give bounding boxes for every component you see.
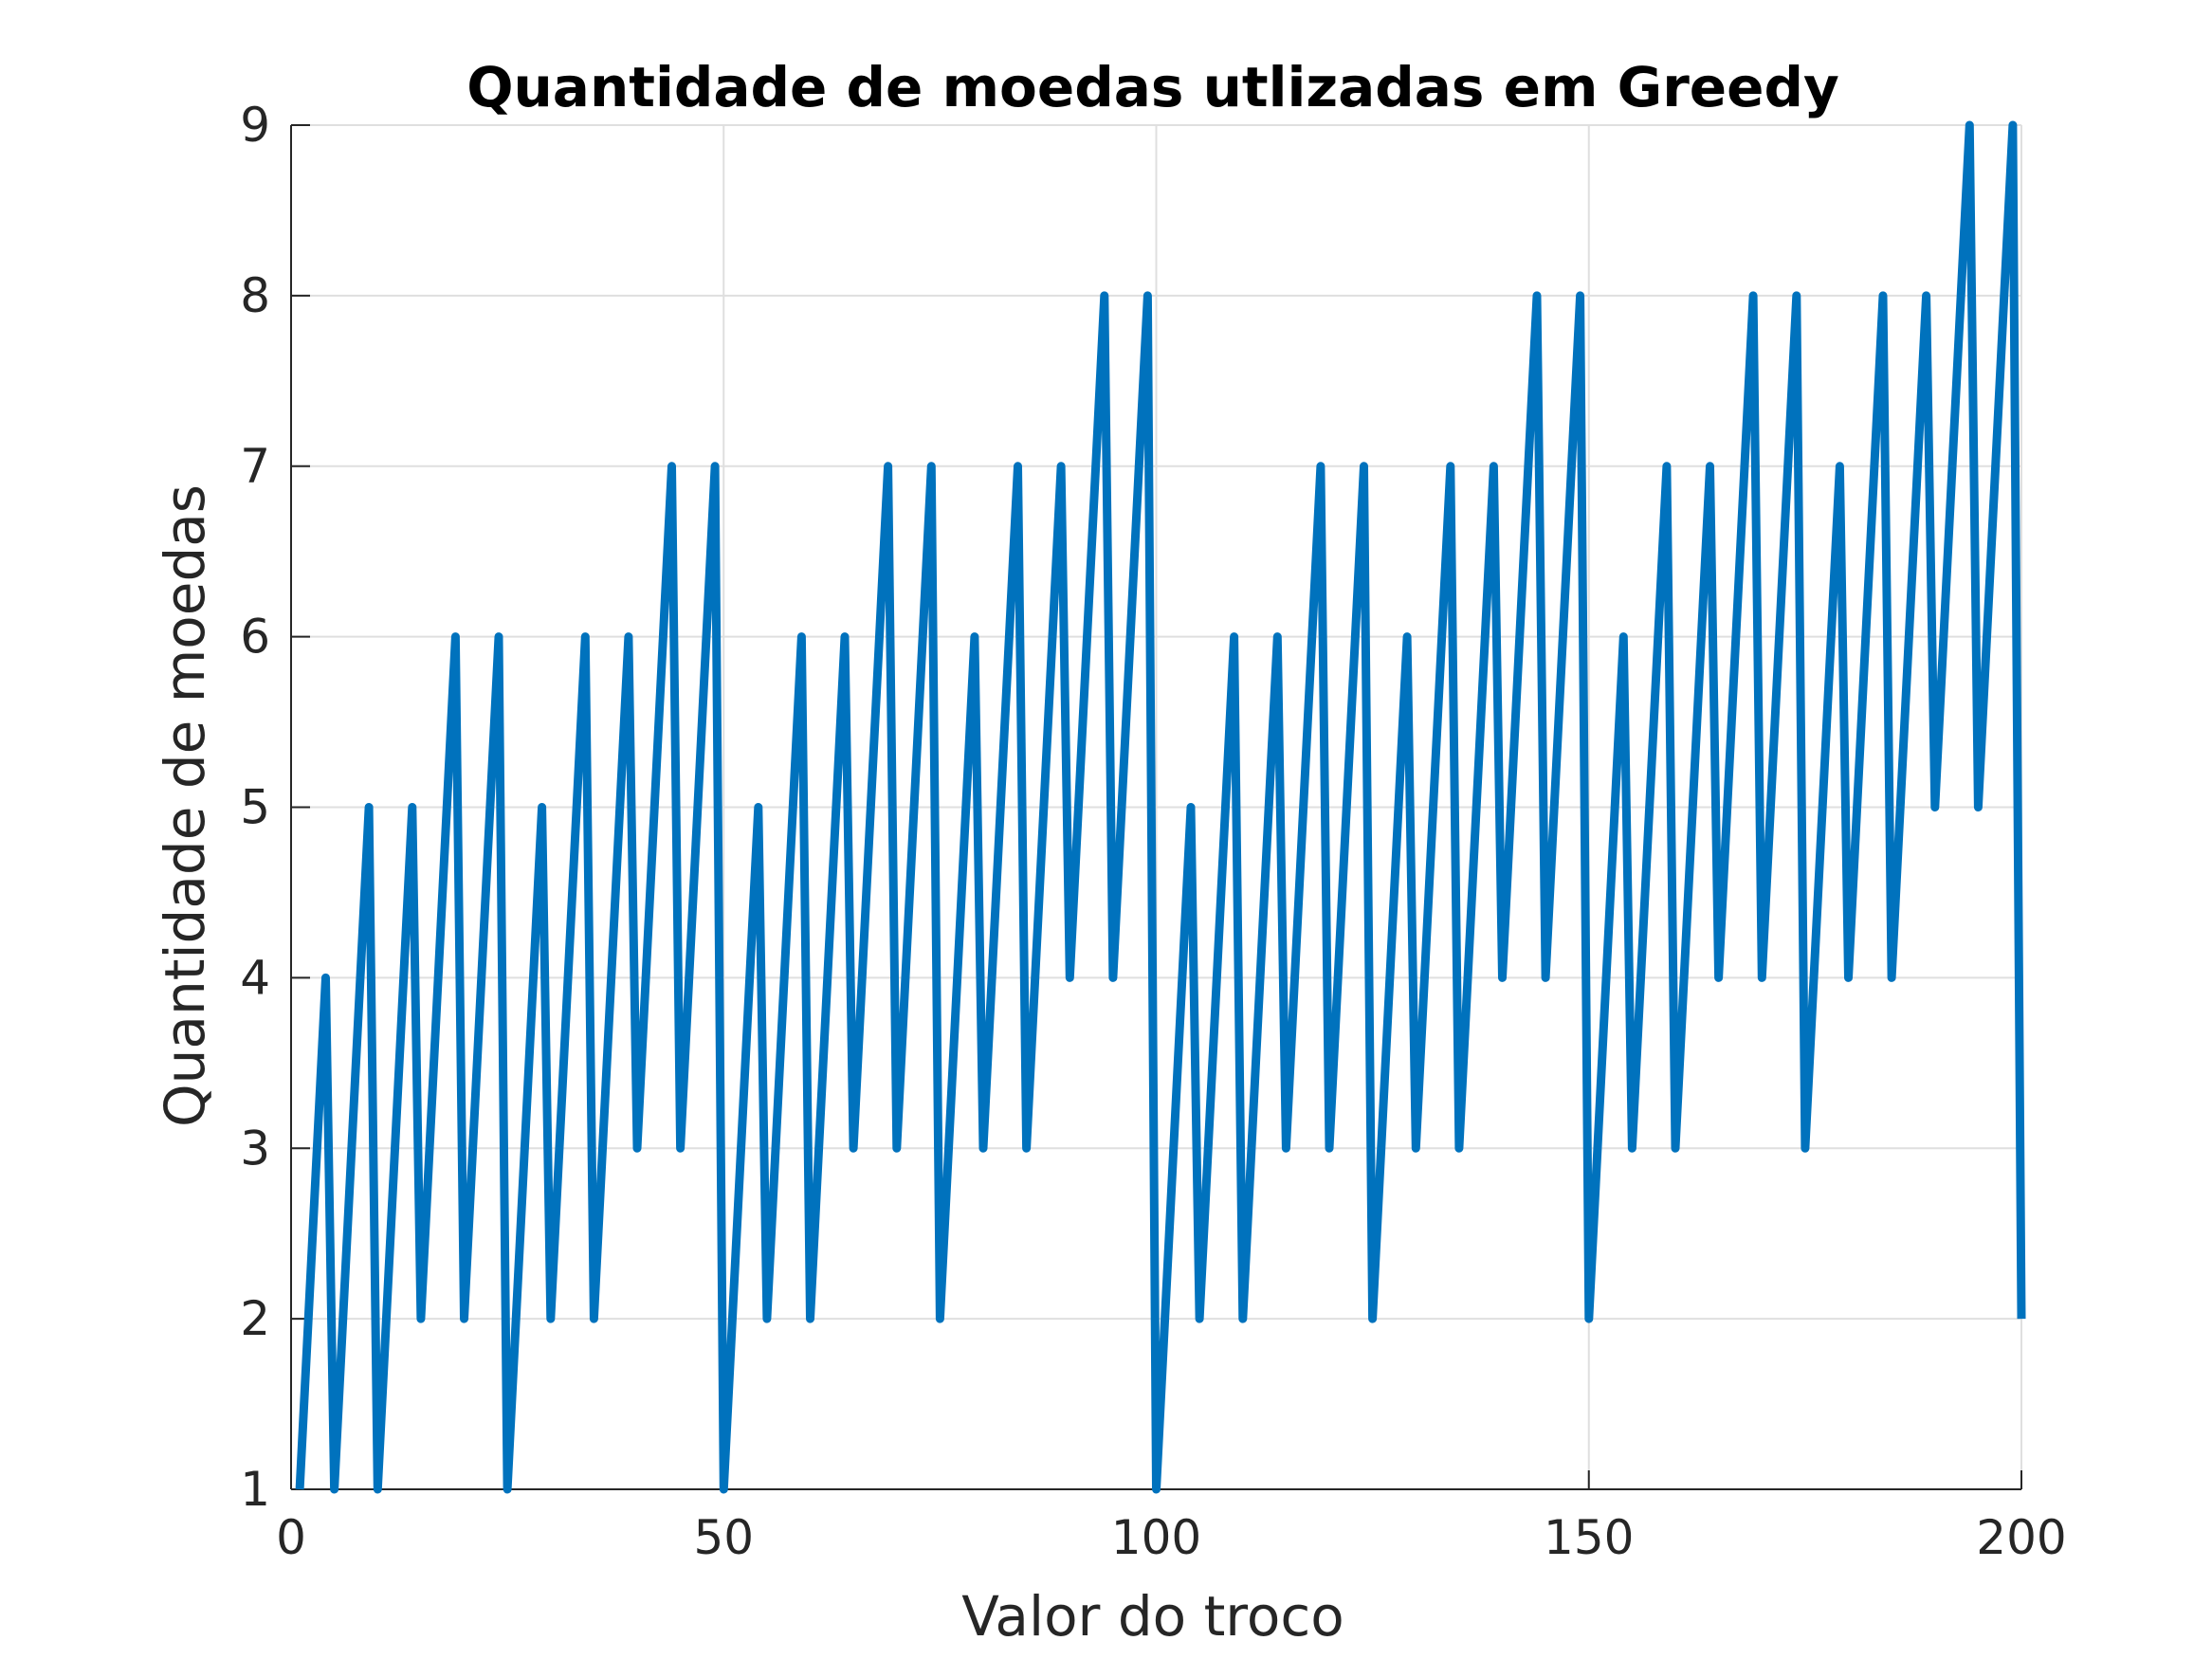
y-tick-label: 4 (240, 950, 270, 1005)
x-tick-label: 0 (276, 1510, 306, 1565)
x-tick-label: 100 (1111, 1510, 1201, 1565)
y-axis-label: Quantidade de moedas (153, 484, 217, 1127)
x-axis-label: Valor do troco (961, 1584, 1344, 1649)
y-tick-label: 9 (240, 98, 270, 153)
y-tick-label: 3 (240, 1121, 270, 1176)
y-tick-label: 2 (240, 1291, 270, 1346)
x-tick-label: 150 (1544, 1510, 1634, 1565)
series-line (295, 120, 2026, 1494)
y-tick-label: 6 (240, 610, 270, 665)
x-tick-label: 50 (693, 1510, 754, 1565)
x-tick-label: 200 (1976, 1510, 2066, 1565)
series-layer (295, 120, 2026, 1494)
tick-labels: 0 50 100 150 200 1 2 3 4 5 6 7 8 9 (240, 98, 2067, 1565)
y-tick-label: 5 (240, 780, 270, 835)
y-tick-label: 7 (240, 439, 270, 494)
y-tick-label: 1 (240, 1462, 270, 1517)
y-tick-label: 8 (240, 268, 270, 323)
chart-title: Quantidade de moedas utlizadas em Greedy (466, 55, 1839, 119)
